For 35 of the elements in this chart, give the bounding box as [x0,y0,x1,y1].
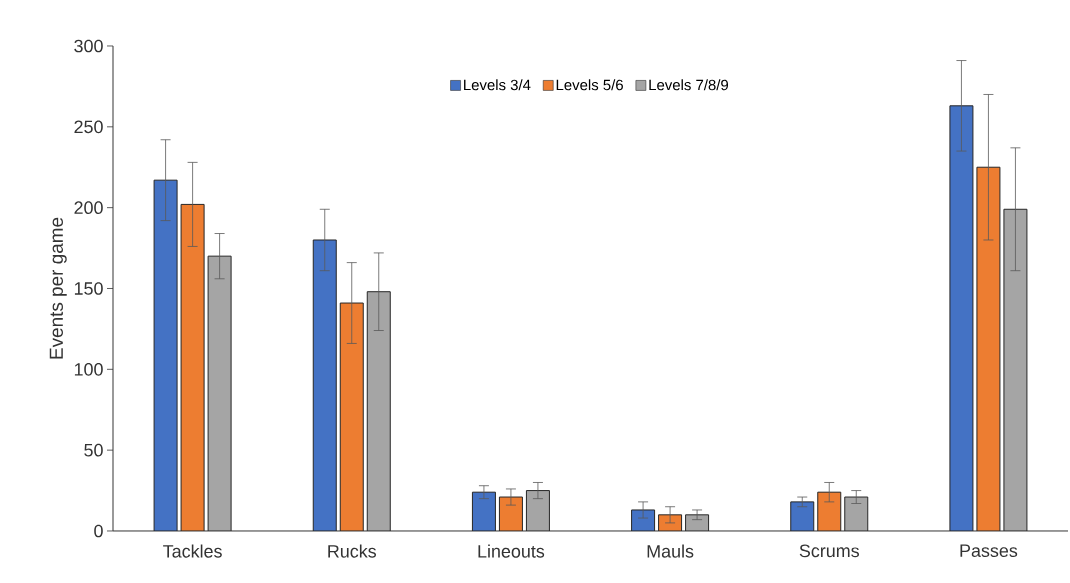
y-tick-label: 200 [74,201,103,214]
y-tick-label: 150 [74,282,103,295]
x-tick-label: Rucks [328,544,377,558]
bar [685,514,710,531]
y-tick-label: 0 [94,524,103,538]
y-tick-label: 250 [74,120,103,134]
bar [790,501,815,531]
bar [471,491,496,531]
bar [312,239,337,531]
bar [658,514,683,531]
x-tick-label: Tackles [163,544,222,558]
y-tick-label: 50 [84,443,103,457]
x-tick-label: Mauls [647,544,694,558]
bar [817,491,842,531]
x-tick-label: Passes [960,544,1018,558]
legend-label: Levels 7/8/9 [649,79,729,91]
y-tick-label: 100 [74,362,103,376]
bar [339,302,364,531]
legend-label: Levels 3/4 [464,79,531,91]
bar [949,105,974,531]
y-tick-label: 300 [74,39,103,53]
x-tick-label: Lineouts [478,544,545,558]
bar [498,496,523,531]
bar [976,166,1001,531]
x-tick-label: Scrums [799,544,859,558]
bar [631,509,656,531]
y-axis-title: Events per game [49,217,67,359]
bar [844,496,869,531]
legend-label: Levels 5/6 [556,79,623,91]
bar [207,255,232,531]
bar [180,203,205,531]
bar [366,291,391,531]
bar [525,490,550,531]
bar [1003,208,1028,531]
bar [153,179,178,531]
